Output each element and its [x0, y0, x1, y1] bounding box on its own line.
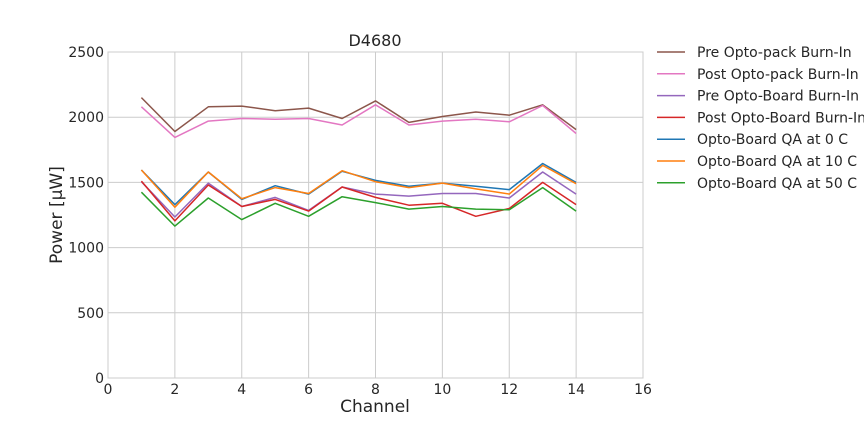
legend-label: Post Opto-pack Burn-In: [697, 67, 859, 83]
legend-label: Post Opto-Board Burn-In: [697, 110, 864, 126]
legend-label: Pre Opto-Board Burn-In: [697, 89, 859, 105]
series-line-3: [140, 171, 577, 218]
x-tick-label: 8: [371, 382, 380, 398]
series-line-1: [140, 97, 577, 133]
plot-frame: [107, 51, 644, 379]
legend-label: Opto-Board QA at 0 C: [697, 132, 848, 148]
x-tick-label: 0: [104, 382, 113, 398]
y-tick-label: 2500: [68, 45, 104, 61]
legend-label: Opto-Board QA at 10 C: [697, 154, 857, 170]
x-tick-label: 12: [500, 382, 518, 398]
tick-labels: 0 2 4 6 8 10 12 14 16 0 500 1000 1500 2000 2500: [68, 45, 652, 398]
legend: Pre Opto-pack Burn-In Post Opto-pack Burn…: [657, 45, 864, 192]
y-tick-label: 1500: [68, 175, 104, 191]
legend-label: Opto-Board QA at 50 C: [697, 176, 857, 192]
chart-title: D4680: [348, 31, 401, 50]
x-tick-label: 14: [567, 382, 585, 398]
x-axis-title: Channel: [340, 397, 410, 417]
series-line-4: [140, 180, 577, 222]
series-line-6: [140, 164, 577, 208]
y-tick-label: 0: [95, 371, 104, 387]
x-tick-label: 6: [304, 382, 313, 398]
y-axis-title: Power [μW]: [47, 166, 67, 264]
y-tick-label: 1000: [68, 241, 104, 257]
series-line-7: [140, 186, 577, 227]
y-tick-label: 2000: [68, 110, 104, 126]
y-tick-label: 500: [77, 306, 104, 322]
x-tick-label: 2: [170, 382, 179, 398]
legend-label: Pre Opto-pack Burn-In: [697, 45, 852, 61]
series-lines: [140, 97, 577, 227]
x-tick-label: 16: [634, 382, 652, 398]
x-tick-label: 4: [237, 382, 246, 398]
series-line-2: [140, 104, 577, 139]
x-tick-label: 10: [433, 382, 451, 398]
